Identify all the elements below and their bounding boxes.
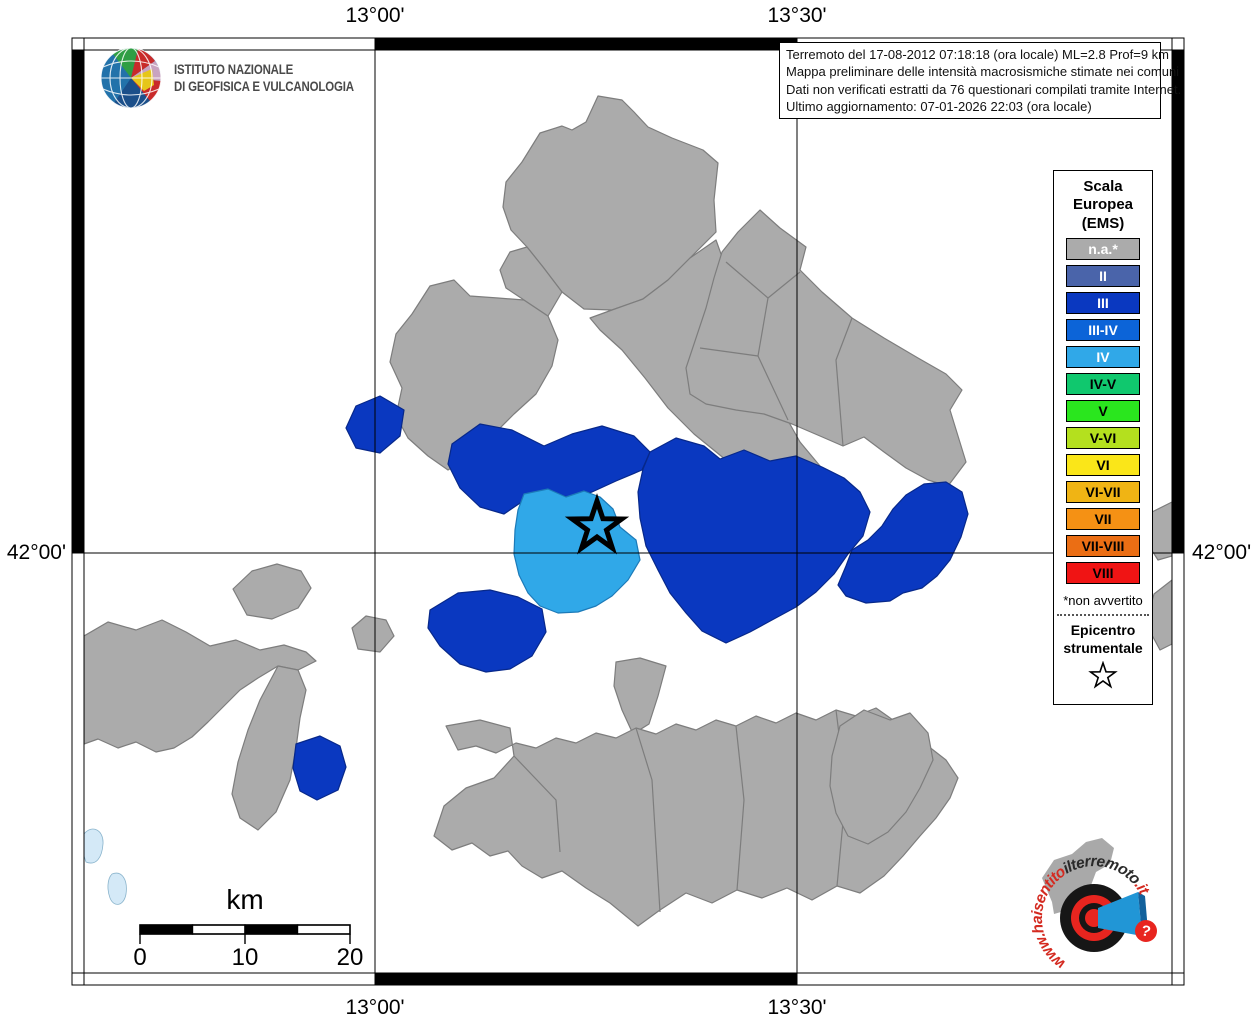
- info-line: Dati non verificati estratti da 76 quest…: [786, 81, 1182, 97]
- municipality-iii: [637, 437, 871, 644]
- municipality-na: [685, 209, 967, 487]
- legend-footnote: *non avvertito: [1063, 592, 1143, 608]
- logo-municipality-shape: [1042, 838, 1114, 914]
- legend-item: VI: [1066, 453, 1140, 476]
- legend-title-line2: Europea: [1072, 196, 1133, 214]
- municipality-na: [231, 665, 307, 831]
- municipality-border: [735, 725, 745, 891]
- lake: [107, 872, 127, 905]
- municipality-na: [232, 563, 312, 620]
- municipality-na: [351, 615, 395, 653]
- scale-tick-20: 20: [336, 944, 364, 971]
- scale-bar-unit: km: [226, 884, 264, 915]
- legend-epicenter-line2: strumentale: [1063, 640, 1143, 657]
- scale-tick-0: 0: [133, 944, 147, 971]
- legend-title-line3: (EMS): [1081, 214, 1125, 232]
- municipality-na: [613, 657, 667, 735]
- municipality-na: [499, 246, 563, 317]
- info-line: Terremoto del 17-08-2012 07:18:18 (ora l…: [786, 47, 1169, 62]
- lake: [84, 828, 104, 864]
- municipality-border: [635, 727, 661, 913]
- ingv-logo: ISTITUTO NAZIONALE DI GEOFISICA E VULCAN…: [100, 47, 386, 109]
- ems-legend: Scala Europea (EMS) n.a.* II III III-IV …: [1053, 170, 1153, 706]
- municipality-border: [513, 755, 561, 853]
- epicenter-star-legend-icon: [1088, 660, 1118, 689]
- legend-item: V: [1066, 399, 1140, 422]
- legend-item: VIII: [1066, 561, 1140, 584]
- scale-tick-10: 10: [231, 944, 259, 971]
- ingv-globe-icon: [100, 47, 162, 109]
- axis-label-lon-bottom-right: 13°30': [767, 996, 827, 1019]
- logo-question-badge: ?: [1135, 920, 1157, 942]
- axis-label-lon-top-left: 13°00': [345, 4, 405, 27]
- epicenter-star-icon: [564, 493, 630, 555]
- legend-items: n.a.* II III III-IV IV IV-V V V-VI VI VI…: [1054, 237, 1152, 584]
- info-line: Mappa preliminare delle intensità macros…: [786, 64, 1180, 80]
- logo-question-mark: ?: [1140, 922, 1153, 941]
- municipality-na: [829, 709, 934, 845]
- info-line: Ultimo aggiornamento: 07-01-2026 22:03 (…: [786, 98, 1092, 114]
- municipality-group-iii: [292, 395, 969, 801]
- legend-item: II: [1066, 264, 1140, 287]
- legend-epicenter-line1: Epicentro: [1070, 621, 1136, 638]
- legend-item: III: [1066, 291, 1140, 314]
- ingv-title-line2: DI GEOFISICA E VULCANOLOGIA: [174, 79, 354, 94]
- axis-label-lon-bottom-left: 13°00': [345, 996, 405, 1019]
- municipality-border: [699, 347, 759, 357]
- legend-item: VI-VII: [1066, 480, 1140, 503]
- municipality-iii: [427, 589, 547, 673]
- legend-item: IV-V: [1066, 372, 1140, 395]
- legend-title-line1: Scala: [1083, 178, 1123, 195]
- municipality-iii: [447, 423, 651, 515]
- legend-item: VII-VIII: [1066, 534, 1140, 557]
- scale-bar: [139, 924, 351, 944]
- axis-label-lat-left: 42°00': [6, 541, 66, 564]
- legend-item: IV: [1066, 345, 1140, 368]
- graticule: [84, 50, 1172, 973]
- municipality-border: [835, 317, 853, 447]
- axis-label-lon-top-right: 13°30': [767, 4, 827, 27]
- axis-label-lat-right: 42°00': [1192, 541, 1252, 564]
- legend-item: n.a.*: [1066, 237, 1140, 260]
- earthquake-info-box: Terremoto del 17-08-2012 07:18:18 (ora l…: [779, 42, 1182, 120]
- municipality-na: [433, 707, 959, 927]
- legend-separator: [1057, 613, 1149, 616]
- ingv-title-line1: ISTITUTO NAZIONALE: [174, 61, 294, 77]
- municipality-iii: [292, 735, 347, 801]
- legend-item: III-IV: [1066, 318, 1140, 341]
- legend-item: VII: [1066, 507, 1140, 530]
- municipality-iii: [837, 481, 969, 604]
- haisentitoilterremoto-logo: ? www.haisentitoilterremoto.it: [1014, 834, 1162, 981]
- legend-item: V-VI: [1066, 426, 1140, 449]
- municipality-group-na: [84, 95, 1172, 927]
